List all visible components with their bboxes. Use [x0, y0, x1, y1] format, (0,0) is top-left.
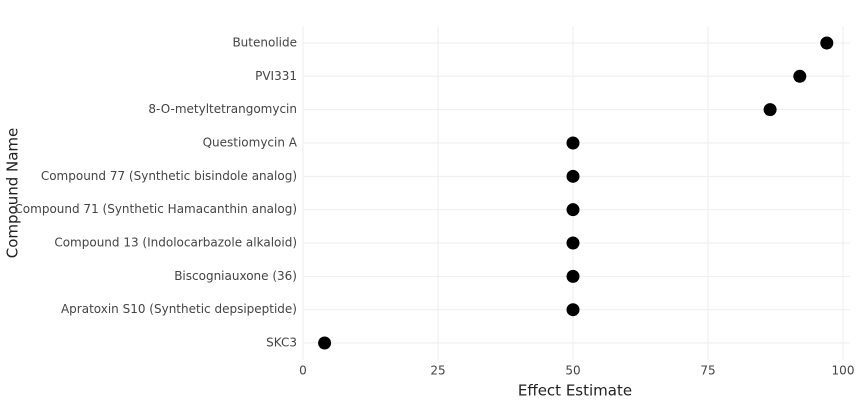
y-tick-label: Apratoxin S10 (Synthetic depsipeptide) [61, 302, 297, 316]
point [793, 69, 807, 83]
x-tick-label: 100 [832, 364, 855, 378]
x-tick-label: 50 [565, 364, 580, 378]
y-tick-label: Compound 13 (Indolocarbazole alkaloid) [54, 236, 297, 250]
y-tick-label: Compound 71 (Synthetic Hamacanthin analo… [14, 202, 297, 216]
y-tick-label: Biscogniauxone (36) [174, 269, 297, 283]
point [566, 303, 580, 317]
x-axis-title: Effect Estimate [518, 382, 632, 400]
point [763, 103, 777, 117]
x-tick-label: 75 [700, 364, 715, 378]
point [566, 169, 580, 183]
y-tick-label: 8-O-metyltetrangomycin [148, 102, 297, 116]
point [318, 336, 332, 350]
x-tick-label: 0 [299, 364, 307, 378]
y-axis-title: Compound Name [4, 128, 22, 259]
x-tick-label: 25 [430, 364, 445, 378]
y-tick-label: SKC3 [266, 336, 297, 350]
y-tick-label: Butenolide [232, 35, 297, 49]
y-tick-label: Questiomycin A [203, 135, 298, 149]
point [566, 136, 580, 150]
point [820, 36, 834, 50]
point [566, 236, 580, 250]
y-tick-label: Compound 77 (Synthetic bisindole analog) [41, 169, 297, 183]
point [566, 269, 580, 283]
point [566, 203, 580, 217]
y-tick-label: PVI331 [255, 69, 297, 83]
